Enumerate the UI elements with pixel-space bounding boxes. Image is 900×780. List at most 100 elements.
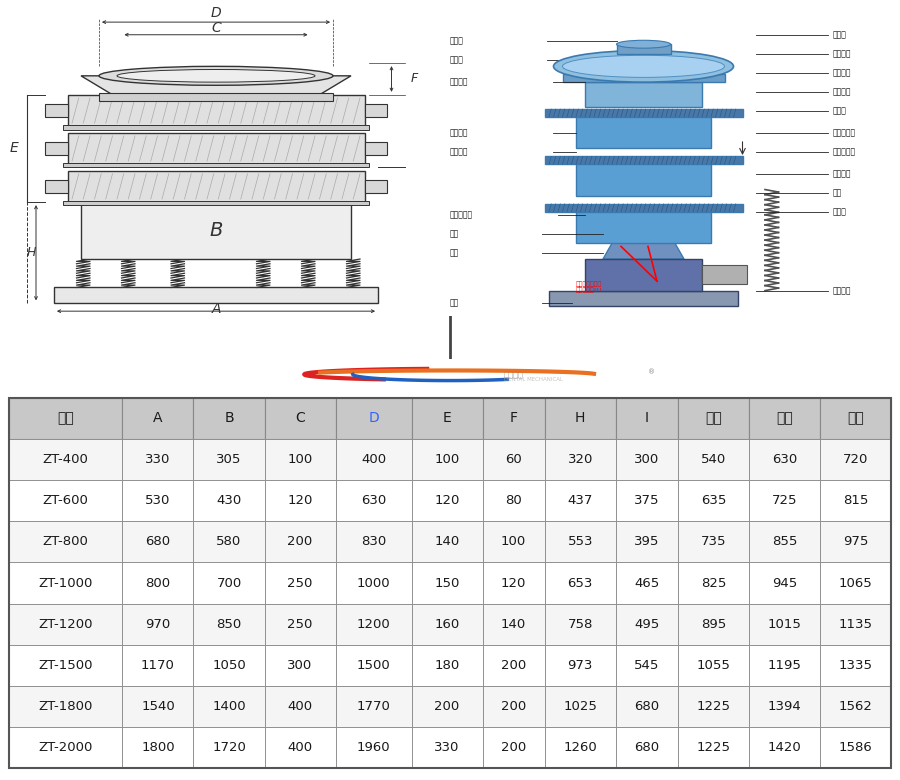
Bar xyxy=(9,439,122,480)
Text: 120: 120 xyxy=(501,576,526,590)
Bar xyxy=(482,604,544,645)
Bar xyxy=(265,727,336,768)
Text: 上部重锤: 上部重锤 xyxy=(832,169,851,179)
Text: 437: 437 xyxy=(568,495,593,507)
Text: 395: 395 xyxy=(634,535,660,548)
Text: 540: 540 xyxy=(701,453,726,466)
Bar xyxy=(122,645,194,686)
Ellipse shape xyxy=(562,55,724,77)
Text: 680: 680 xyxy=(634,700,660,713)
Text: ZT-800: ZT-800 xyxy=(43,535,89,548)
Bar xyxy=(81,202,351,259)
Bar xyxy=(544,645,616,686)
Text: 试机时去掉!!!: 试机时去掉!!! xyxy=(576,288,603,293)
Bar xyxy=(411,645,482,686)
Text: 653: 653 xyxy=(568,576,593,590)
Text: 1540: 1540 xyxy=(141,700,175,713)
Bar xyxy=(9,521,122,562)
Bar xyxy=(9,686,122,727)
Text: 250: 250 xyxy=(287,576,312,590)
Text: 200: 200 xyxy=(435,700,460,713)
Bar xyxy=(544,204,742,211)
Text: 970: 970 xyxy=(145,618,171,631)
Bar xyxy=(678,645,749,686)
Bar xyxy=(820,439,891,480)
Bar xyxy=(544,156,742,165)
Text: H: H xyxy=(575,411,585,425)
Bar xyxy=(482,398,544,439)
Bar xyxy=(482,645,544,686)
Bar xyxy=(544,521,616,562)
Text: 180: 180 xyxy=(435,659,460,672)
Bar xyxy=(544,109,742,117)
Ellipse shape xyxy=(117,69,315,82)
Text: 120: 120 xyxy=(287,495,312,507)
Text: 1500: 1500 xyxy=(356,659,391,672)
Text: 1135: 1135 xyxy=(839,618,872,631)
Text: 三层: 三层 xyxy=(847,411,864,425)
Bar xyxy=(411,439,482,480)
Bar xyxy=(336,604,411,645)
Bar xyxy=(576,158,711,196)
Bar xyxy=(364,142,387,154)
Bar xyxy=(585,82,702,108)
Bar xyxy=(678,686,749,727)
Bar xyxy=(820,480,891,521)
Bar xyxy=(678,562,749,604)
Text: 中部框架: 中部框架 xyxy=(450,128,469,137)
Bar xyxy=(411,398,482,439)
Text: 运输用固定螺栓: 运输用固定螺栓 xyxy=(576,282,602,287)
Text: 额外重锤板: 额外重锤板 xyxy=(832,147,856,156)
Bar xyxy=(45,180,68,193)
Text: 1200: 1200 xyxy=(356,618,391,631)
Bar xyxy=(336,562,411,604)
Text: 320: 320 xyxy=(568,453,593,466)
Text: 一层: 一层 xyxy=(705,411,722,425)
Text: 1015: 1015 xyxy=(768,618,801,631)
Bar xyxy=(45,105,68,117)
Bar xyxy=(702,265,747,285)
Text: 150: 150 xyxy=(435,576,460,590)
Bar xyxy=(194,686,265,727)
Bar xyxy=(122,686,194,727)
Bar xyxy=(9,562,122,604)
Bar xyxy=(194,562,265,604)
Bar xyxy=(411,480,482,521)
Text: ZT-1000: ZT-1000 xyxy=(39,576,93,590)
Text: 1394: 1394 xyxy=(768,700,801,713)
Bar xyxy=(265,398,336,439)
Bar xyxy=(616,521,678,562)
Text: ZT-1200: ZT-1200 xyxy=(39,618,93,631)
Text: 1195: 1195 xyxy=(768,659,801,672)
Bar xyxy=(63,125,369,129)
Bar xyxy=(749,521,820,562)
Bar xyxy=(482,727,544,768)
Bar xyxy=(9,604,122,645)
Text: 辅助筛网: 辅助筛网 xyxy=(832,49,851,58)
Text: 防尘盖: 防尘盖 xyxy=(450,37,464,45)
Text: 720: 720 xyxy=(842,453,868,466)
Text: B: B xyxy=(224,411,234,425)
Text: 160: 160 xyxy=(435,618,460,631)
Bar xyxy=(336,686,411,727)
Text: E: E xyxy=(9,141,18,155)
Bar xyxy=(411,562,482,604)
Bar xyxy=(678,604,749,645)
Text: 1170: 1170 xyxy=(141,659,175,672)
Text: 200: 200 xyxy=(501,659,526,672)
Bar xyxy=(194,480,265,521)
Bar xyxy=(544,727,616,768)
Bar xyxy=(544,480,616,521)
Text: 680: 680 xyxy=(146,535,170,548)
Bar xyxy=(616,562,678,604)
Text: 1225: 1225 xyxy=(697,741,731,754)
Bar xyxy=(749,686,820,727)
Bar xyxy=(336,645,411,686)
Bar xyxy=(678,727,749,768)
Text: ZT-600: ZT-600 xyxy=(43,495,89,507)
Bar xyxy=(122,604,194,645)
Text: 495: 495 xyxy=(634,618,660,631)
Text: ZT-2000: ZT-2000 xyxy=(39,741,93,754)
Bar xyxy=(616,44,670,54)
Bar xyxy=(265,604,336,645)
